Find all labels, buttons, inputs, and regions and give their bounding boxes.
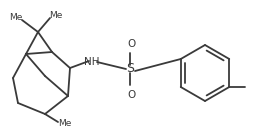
Text: NH: NH [84,57,100,67]
Text: Me: Me [58,120,72,129]
Text: O: O [127,39,135,49]
Text: S: S [126,63,134,75]
Text: O: O [127,90,135,100]
Text: Me: Me [9,13,23,22]
Text: Me: Me [49,12,63,21]
